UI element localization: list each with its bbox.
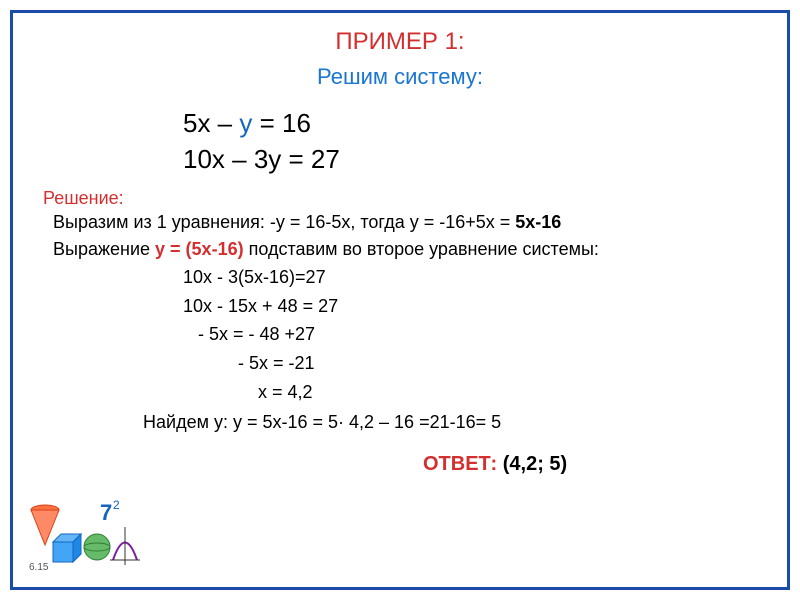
answer: ОТВЕТ: (4,2; 5) [423, 453, 757, 476]
step-1: Выразим из 1 уравнения: -у = 16-5х, тогд… [53, 209, 757, 236]
slide-subtitle: Решим систему: [43, 64, 757, 90]
work-line-2: 10х - 15х + 48 = 27 [183, 292, 757, 321]
step2-pre: Выражение [53, 239, 155, 259]
work-line-5: х = 4,2 [258, 378, 757, 407]
work-line-3: - 5х = - 48 +27 [198, 320, 757, 349]
svg-text:6.15: 6.15 [29, 562, 49, 573]
step-2: Выражение у = (5х-16) подставим во второ… [53, 236, 757, 263]
answer-label: ОТВЕТ: [423, 453, 503, 475]
work-line-4: - 5х = -21 [238, 349, 757, 378]
decorative-math-graphic: 7 2 6.15 [25, 485, 145, 575]
eq1-var: у [239, 108, 252, 138]
equation-1: 5х – у = 16 [183, 105, 757, 141]
step2-post: подставим во второе уравнение системы: [244, 239, 599, 259]
find-line: Найдем у: у = 5х-16 = 5· 4,2 – 16 =21-16… [143, 412, 757, 433]
step2-colored: у = (5х-16) [155, 239, 244, 259]
svg-text:7: 7 [100, 500, 112, 525]
work-line-1: 10х - 3(5х-16)=27 [183, 263, 757, 292]
slide-frame: ПРИМЕР 1: Решим систему: 5х – у = 16 10х… [10, 10, 790, 590]
step1-bold: 5х-16 [515, 212, 561, 232]
svg-text:2: 2 [113, 498, 120, 512]
slide-title: ПРИМЕР 1: [43, 28, 757, 56]
solution-label: Решение: [43, 188, 757, 209]
eq1-pre: 5х – [183, 108, 239, 138]
equation-2: 10х – 3у = 27 [183, 141, 757, 177]
eq1-post: = 16 [252, 108, 311, 138]
step1-pre: Выразим из 1 уравнения: -у = 16-5х, тогд… [53, 212, 515, 232]
answer-value: (4,2; 5) [503, 453, 567, 475]
